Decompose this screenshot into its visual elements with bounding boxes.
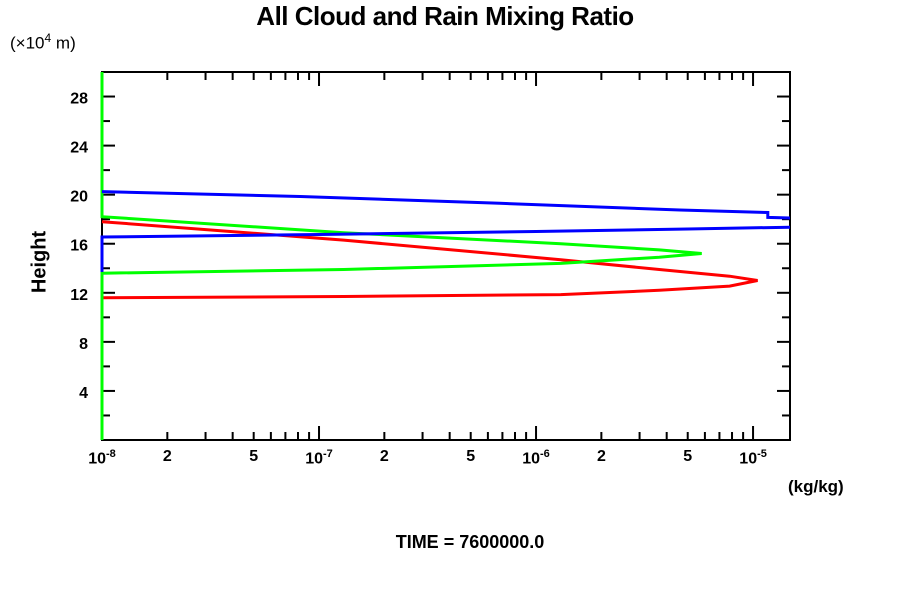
- y-axis-unit-label: (×104 m): [10, 31, 76, 54]
- chart-title: All Cloud and Rain Mixing Ratio: [256, 1, 634, 31]
- time-caption: TIME = 7600000.0: [395, 532, 545, 552]
- x-tick-label-base: 5: [466, 448, 476, 465]
- y-axis-unit-pre: (×10: [10, 33, 45, 53]
- y-tick-label: 12: [70, 287, 88, 304]
- x-tick-label-base: 2: [162, 448, 172, 465]
- series-line-green-curve: [100, 72, 702, 440]
- x-tick-label: 5: [466, 449, 475, 465]
- x-tick-label: 10-8: [88, 449, 116, 467]
- y-tick-label: 8: [79, 336, 88, 353]
- x-tick-label: 2: [380, 449, 389, 465]
- x-tick-label-base: 2: [379, 448, 389, 465]
- x-tick-label-base: 10: [522, 450, 541, 468]
- x-tick-label-exponent: -5: [757, 448, 767, 460]
- x-tick-label-base: 10: [305, 450, 324, 468]
- x-tick-label-exponent: -7: [323, 448, 333, 460]
- y-tick-label: 4: [79, 385, 88, 402]
- x-tick-label: 2: [597, 449, 606, 465]
- x-tick-label: 2: [163, 449, 172, 465]
- series-line-blue-curve: [100, 225, 791, 272]
- x-tick-label-base: 2: [596, 448, 606, 465]
- x-tick-label-exponent: -8: [106, 448, 116, 460]
- x-tick-label: 10-6: [522, 449, 550, 467]
- x-tick-label-base: 10: [88, 450, 107, 468]
- y-axis-unit-post: m): [51, 33, 76, 53]
- x-tick-label: 10-7: [305, 449, 333, 467]
- x-axis-unit-label: (kg/kg): [788, 477, 844, 496]
- x-tick-label: 10-5: [739, 449, 767, 467]
- x-tick-label-exponent: -6: [540, 448, 550, 460]
- x-tick-label: 5: [249, 449, 258, 465]
- series-line-blue-curve: [101, 190, 791, 220]
- y-tick-label: 24: [70, 140, 88, 157]
- y-axis-unit-exponent: 4: [44, 31, 52, 45]
- y-tick-label: 20: [70, 189, 88, 206]
- y-tick-label: 16: [70, 238, 88, 255]
- y-tick-label: 28: [70, 91, 88, 108]
- x-tick-label-base: 5: [249, 448, 259, 465]
- series-line-red-curve: [101, 220, 758, 300]
- x-tick-label: 5: [683, 449, 692, 465]
- x-tick-label-base: 5: [683, 448, 693, 465]
- x-tick-label-base: 10: [739, 450, 758, 468]
